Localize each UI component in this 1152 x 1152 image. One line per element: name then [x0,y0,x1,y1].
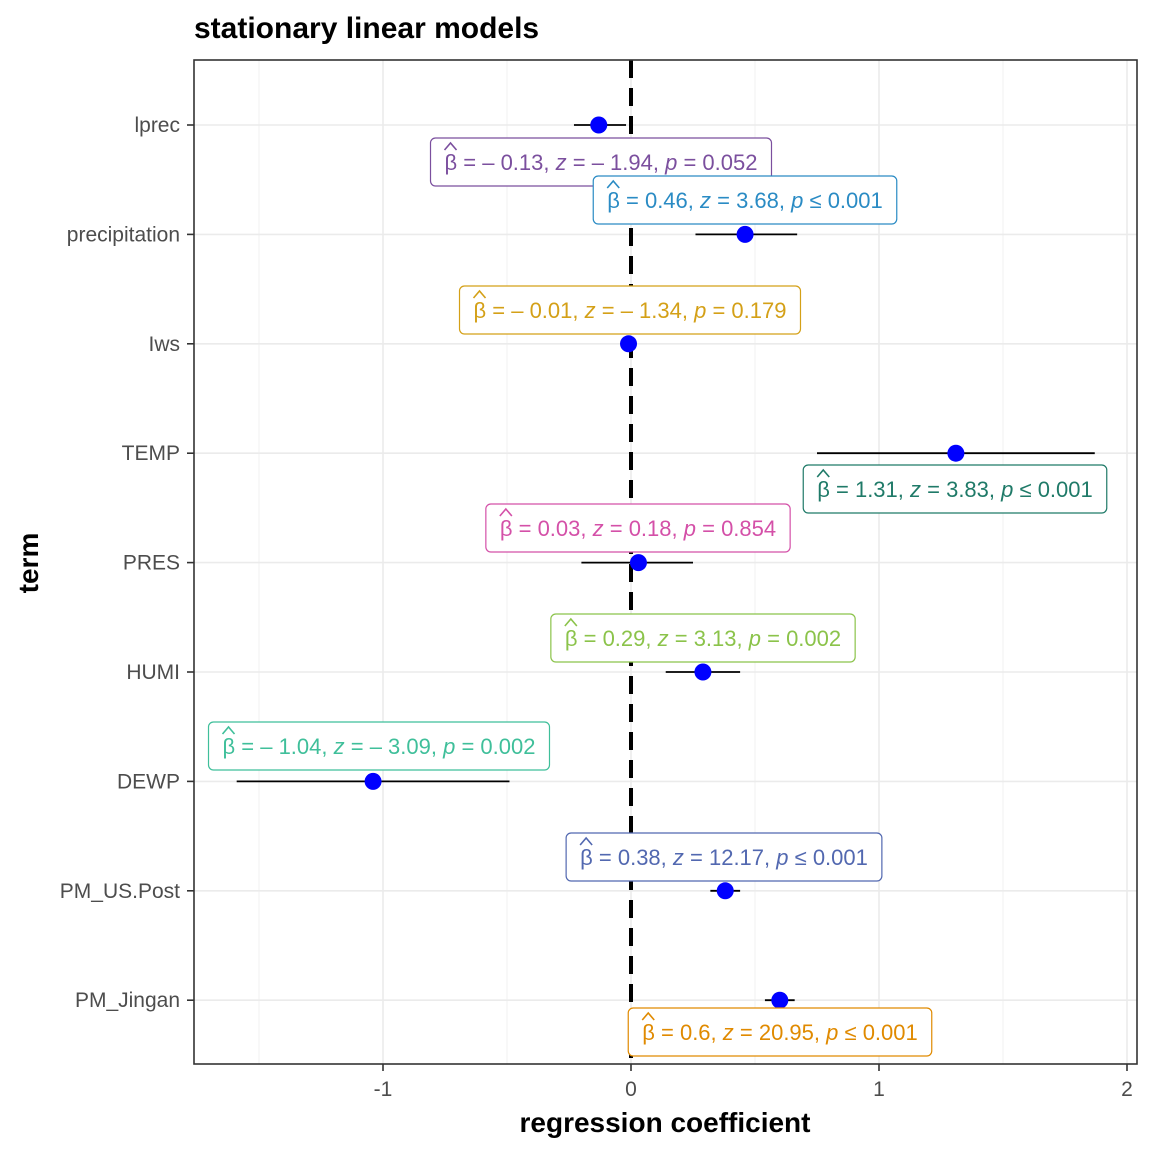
label-text-DEWP: β = – 1.04, z = – 3.09, p = 0.002 [223,734,536,759]
label-DEWP: β = – 1.04, z = – 3.09, p = 0.002 [207,721,551,771]
label-box-PRES [485,503,791,553]
label-text-TEMP: β = 1.31, z = 3.83, p ≤ 0.001 [817,477,1093,502]
y-tick-label: PM_Jingan [75,989,180,1012]
label-box-Iws [458,285,802,335]
y-tick-label: PM_US.Post [60,880,180,903]
point-PM_Jingan [771,991,789,1009]
label-box-PM_Jingan [627,1007,933,1057]
point-DEWP [364,772,382,790]
y-tick-label: DEWP [117,770,180,793]
label-lprec: β = – 0.13, z = – 1.94, p = 0.052 [429,137,773,187]
y-tick-label: Iws [149,333,181,356]
plot-area: β = – 0.13, z = – 1.94, p = 0.052 β = 0.4… [60,59,1138,1101]
beta-hat-PM_Jingan [641,1011,655,1021]
label-text-lprec: β = – 0.13, z = – 1.94, p = 0.052 [445,150,758,175]
label-text-Iws: β = – 0.01, z = – 1.34, p = 0.179 [474,298,787,323]
point-PRES [629,554,647,572]
y-tick-label: lprec [134,114,180,137]
beta-hat-TEMP [816,468,830,478]
label-text-PM_US.Post: β = 0.38, z = 12.17, p ≤ 0.001 [580,845,868,870]
label-text-precipitation: β = 0.46, z = 3.68, p ≤ 0.001 [607,188,883,213]
label-TEMP: β = 1.31, z = 3.83, p ≤ 0.001 [802,464,1108,514]
point-lprec [590,116,608,134]
point-HUMI [694,663,712,681]
x-tick-label: 1 [873,1078,885,1101]
beta-hat-DEWP [221,725,236,735]
point-Iws [620,335,638,353]
beta-hat-precipitation [606,179,620,189]
beta-hat-PRES [499,507,513,517]
label-PM_Jingan: β = 0.6, z = 20.95, p ≤ 0.001 [627,1007,933,1057]
y-tick-label: TEMP [122,442,180,465]
label-text-PRES: β = 0.03, z = 0.18, p = 0.854 [500,516,776,541]
point-precipitation [736,225,754,243]
label-PM_US.Post: β = 0.38, z = 12.17, p ≤ 0.001 [565,832,883,882]
label-text-PM_Jingan: β = 0.6, z = 20.95, p ≤ 0.001 [642,1020,918,1045]
beta-hat-PM_US.Post [579,836,593,846]
label-Iws: β = – 0.01, z = – 1.34, p = 0.179 [458,285,802,335]
x-tick-label: 0 [625,1078,637,1101]
beta-hat-lprec [443,141,458,151]
label-HUMI: β = 0.29, z = 3.13, p = 0.002 [550,613,856,663]
y-tick-label: HUMI [126,661,180,684]
label-box-precipitation [592,175,898,225]
y-tick-label: precipitation [67,223,180,246]
y-tick-label: PRES [123,552,180,575]
label-box-DEWP [207,721,551,771]
point-TEMP [947,444,965,462]
x-tick-label: -1 [374,1078,393,1101]
point-PM_US.Post [716,882,734,900]
beta-hat-HUMI [564,617,578,627]
x-tick-label: 2 [1121,1078,1133,1101]
label-box-PM_US.Post [565,832,883,882]
label-box-HUMI [550,613,856,663]
label-text-HUMI: β = 0.29, z = 3.13, p = 0.002 [565,626,841,651]
beta-hat-Iws [472,289,487,299]
y-axis-title: term [13,533,44,594]
label-box-TEMP [802,464,1108,514]
label-PRES: β = 0.03, z = 0.18, p = 0.854 [485,503,791,553]
label-precipitation: β = 0.46, z = 3.68, p ≤ 0.001 [592,175,898,225]
chart-title: stationary linear models [194,12,539,45]
x-axis-title: regression coefficient [520,1107,811,1138]
